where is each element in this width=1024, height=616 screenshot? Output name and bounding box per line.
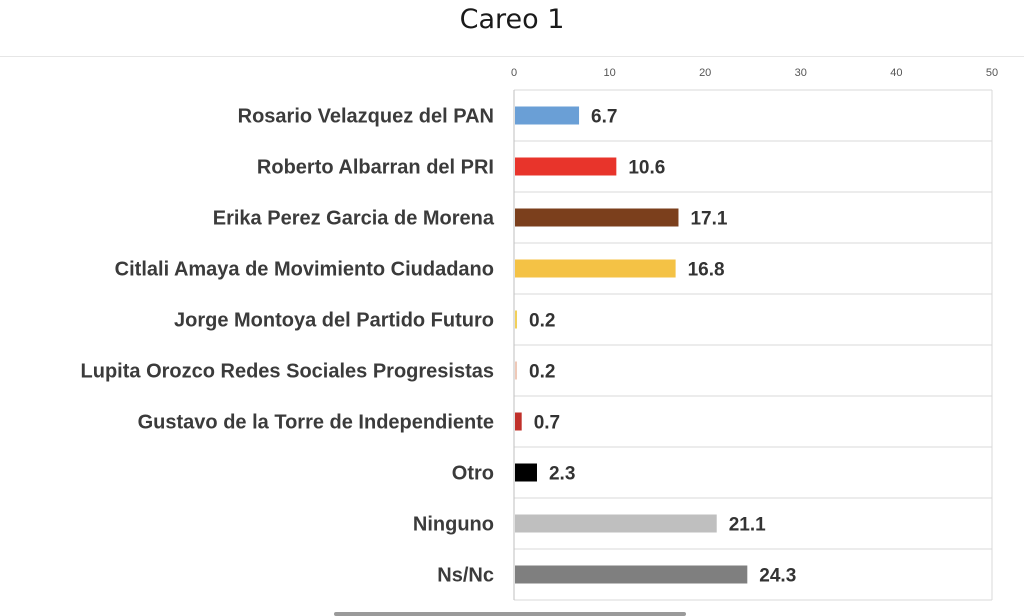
data-label: 0.2 bbox=[529, 311, 555, 332]
bar bbox=[515, 259, 676, 278]
chart-title: Careo 1 bbox=[459, 4, 565, 35]
title-band bbox=[0, 0, 1024, 57]
x-tick-label: 20 bbox=[699, 67, 711, 79]
data-label: 17.1 bbox=[690, 209, 727, 230]
x-tick-label: 40 bbox=[890, 67, 902, 79]
bar bbox=[515, 310, 517, 329]
data-label: 10.6 bbox=[628, 158, 665, 179]
x-tick-label: 0 bbox=[511, 67, 517, 79]
bar bbox=[515, 157, 617, 176]
data-label: 0.7 bbox=[534, 413, 560, 434]
data-label: 21.1 bbox=[729, 515, 766, 536]
data-label: 6.7 bbox=[591, 107, 617, 128]
x-tick-label: 30 bbox=[795, 67, 807, 79]
category-label: Otro bbox=[452, 463, 494, 485]
data-label: 16.8 bbox=[688, 260, 725, 281]
category-label: Roberto Albarran del PRI bbox=[257, 157, 494, 179]
category-label: Jorge Montoya del Partido Futuro bbox=[174, 310, 494, 332]
bar bbox=[515, 514, 717, 533]
category-label: Citlali Amaya de Movimiento Ciudadano bbox=[115, 259, 494, 281]
category-label: Ninguno bbox=[413, 514, 494, 536]
scroll-indicator bbox=[334, 612, 686, 616]
bar bbox=[515, 463, 537, 482]
x-tick-label: 10 bbox=[603, 67, 615, 79]
category-label: Erika Perez Garcia de Morena bbox=[213, 208, 495, 230]
bar bbox=[515, 361, 517, 380]
category-label: Rosario Velazquez del PAN bbox=[238, 106, 494, 128]
data-label: 0.2 bbox=[529, 362, 555, 383]
category-label: Gustavo de la Torre de Independiente bbox=[138, 412, 494, 434]
bar bbox=[515, 106, 580, 125]
bar bbox=[515, 565, 748, 584]
data-label: 24.3 bbox=[759, 566, 796, 587]
x-tick-label: 50 bbox=[986, 67, 998, 79]
category-label: Ns/Nc bbox=[437, 565, 494, 587]
data-label: 2.3 bbox=[549, 464, 575, 485]
bar bbox=[515, 208, 679, 227]
category-label: Lupita Orozco Redes Sociales Progresista… bbox=[81, 361, 494, 383]
bar bbox=[515, 412, 522, 431]
